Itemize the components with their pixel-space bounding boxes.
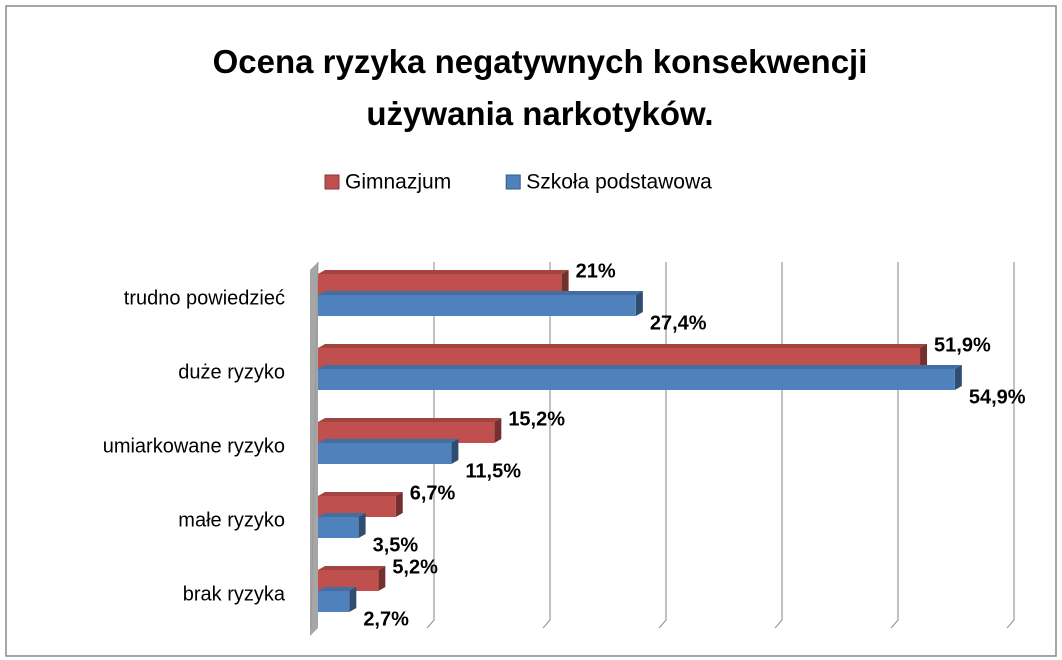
data-label: 21% [576, 260, 616, 282]
data-label: 3,5% [373, 534, 419, 556]
bar-face [451, 439, 459, 464]
data-label: 15,2% [508, 408, 565, 430]
axis-line [310, 261, 319, 629]
bar-face [358, 513, 366, 538]
bar-face [635, 291, 643, 316]
data-label: 27,4% [650, 312, 707, 334]
chart-frame [5, 5, 1057, 657]
data-label: 11,5% [465, 460, 521, 482]
bar-face [318, 587, 357, 591]
legend-swatch [324, 174, 340, 190]
legend-label: Szkoła podstawowa [526, 171, 712, 194]
bar-face [318, 570, 379, 591]
bar-face [318, 344, 928, 348]
bar-face [318, 517, 359, 538]
bar-face [318, 274, 562, 295]
legend-swatch [505, 174, 521, 190]
data-label: 2,7% [363, 608, 409, 630]
bar [318, 513, 366, 538]
bar-face [494, 418, 502, 443]
bar-face [318, 591, 350, 612]
bar-face [395, 492, 403, 517]
bar [318, 587, 357, 612]
bar-face [318, 348, 921, 369]
bar-face [349, 587, 357, 612]
grid-line [890, 262, 899, 629]
y-tick-label: umiarkowane ryzyko [103, 435, 285, 457]
y-tick-label: trudno powiedzieć [124, 287, 285, 309]
bar [318, 291, 643, 316]
data-label: 54,9% [969, 386, 1026, 408]
legend-label: Gimnazjum [345, 171, 451, 194]
bar [318, 492, 403, 517]
bar [318, 344, 928, 369]
chart-title: Ocena ryzyka negatywnych konsekwencji uż… [212, 43, 868, 132]
bar-face [318, 439, 459, 443]
bar-face [318, 365, 962, 369]
bar-face [318, 291, 643, 295]
bar-face [318, 492, 403, 496]
y-tick-label: brak ryzyka [183, 583, 286, 605]
bar-face [318, 418, 502, 422]
grid-line [542, 262, 551, 629]
bar-face [318, 295, 636, 316]
bar [318, 439, 459, 464]
bar-face [378, 566, 386, 591]
grid-line [774, 262, 783, 629]
bar-face [561, 270, 569, 295]
bar-face [920, 344, 928, 369]
y-tick-label: małe ryzyko [178, 509, 285, 531]
bar-face [318, 443, 452, 464]
bar-face [318, 270, 569, 274]
bar-face [318, 369, 955, 390]
bar [318, 270, 569, 295]
bar-face [318, 422, 495, 443]
bar-face [318, 566, 386, 570]
data-label: 5,2% [392, 556, 438, 578]
bar [318, 365, 962, 390]
grid-line [1006, 262, 1015, 629]
bar [318, 566, 386, 591]
y-tick-label: duże ryzyko [178, 361, 285, 383]
data-label: 6,7% [410, 482, 456, 504]
bar-face [318, 496, 396, 517]
data-label: 51,9% [934, 334, 991, 356]
bar [318, 418, 502, 443]
bar-face [318, 513, 366, 517]
bar-face [954, 365, 962, 390]
